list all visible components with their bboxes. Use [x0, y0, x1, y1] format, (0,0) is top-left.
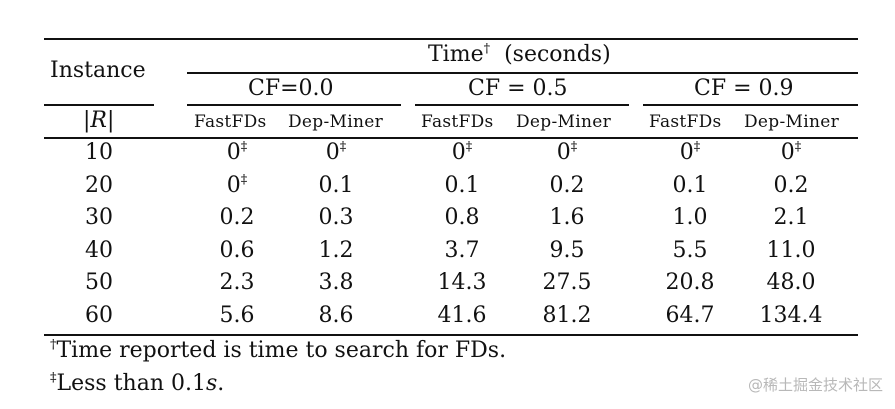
row-4-size: 50: [85, 270, 113, 296]
row-1-cell-1: 0.1: [318, 172, 354, 198]
algo-header-2: FastFDs: [421, 112, 494, 132]
algo-header-5: Dep-Miner: [744, 112, 839, 132]
row-2-size: 30: [85, 205, 113, 231]
time-underline: [187, 72, 858, 74]
row-2-cell-0: 0.2: [219, 205, 255, 231]
row-5-cell-2: 41.6: [437, 303, 487, 328]
cf-group-2: CF = 0.9: [694, 76, 794, 101]
row-3-size: 40: [85, 237, 113, 263]
cf-underline-2: [643, 104, 858, 106]
row-3-cell-2: 3.7: [444, 237, 480, 263]
top-rule: [44, 38, 858, 40]
instance-header: Instance: [50, 58, 146, 83]
row-1-cell-3: 0.2: [549, 172, 585, 198]
cf-group-0: CF=0.0: [248, 76, 334, 101]
row-3-cell-1: 1.2: [318, 237, 354, 263]
row-4-cell-1: 3.8: [318, 270, 354, 296]
cf-underline-1: [415, 104, 629, 106]
row-4-cell-5: 48.0: [766, 270, 816, 296]
row-0-cell-0: 0‡: [226, 139, 248, 165]
row-5-cell-3: 81.2: [542, 303, 592, 328]
time-header: Time† (seconds): [428, 41, 611, 67]
cf-underline-0: [187, 104, 401, 106]
algo-header-3: Dep-Miner: [516, 112, 611, 132]
row-0-cell-5: 0‡: [780, 139, 802, 165]
row-3-cell-4: 5.5: [672, 237, 708, 263]
row-5-cell-1: 8.6: [318, 303, 354, 328]
footnote-dagger: †Time reported is time to search for FDs…: [50, 337, 507, 363]
row-2-cell-2: 0.8: [444, 205, 480, 231]
row-5-size: 60: [85, 303, 113, 328]
row-1-cell-4: 0.1: [672, 172, 708, 198]
r-header: |R|: [83, 108, 115, 133]
algo-header-1: Dep-Miner: [288, 112, 383, 132]
instance-underline: [44, 104, 154, 106]
row-5-cell-4: 64.7: [665, 303, 715, 328]
row-4-cell-0: 2.3: [219, 270, 255, 296]
algo-header-0: FastFDs: [194, 112, 267, 132]
row-0-size: 10: [85, 140, 113, 165]
row-0-cell-3: 0‡: [556, 139, 578, 165]
row-1-cell-5: 0.2: [773, 172, 809, 198]
row-1-cell-2: 0.1: [444, 172, 480, 198]
row-0-cell-2: 0‡: [451, 139, 473, 165]
row-1-size: 20: [85, 172, 113, 198]
footnote-ddagger: ‡Less than 0.1s.: [50, 370, 225, 396]
row-3-cell-5: 11.0: [766, 237, 816, 263]
row-4-cell-4: 20.8: [665, 270, 715, 296]
cf-group-1: CF = 0.5: [468, 76, 568, 101]
bottom-rule: [44, 334, 858, 336]
row-1-cell-0: 0‡: [226, 172, 248, 198]
row-3-cell-0: 0.6: [219, 237, 255, 263]
row-0-cell-1: 0‡: [325, 139, 347, 165]
row-3-cell-3: 9.5: [549, 237, 585, 263]
header-bottom-rule: [44, 137, 858, 139]
row-2-cell-3: 1.6: [549, 205, 585, 231]
row-5-cell-5: 134.4: [759, 303, 823, 328]
algo-header-4: FastFDs: [649, 112, 722, 132]
row-4-cell-3: 27.5: [542, 270, 592, 296]
row-2-cell-4: 1.0: [672, 205, 708, 231]
watermark: @稀土掘金技术社区: [747, 376, 883, 394]
row-2-cell-5: 2.1: [773, 205, 809, 231]
row-0-cell-4: 0‡: [679, 139, 701, 165]
row-5-cell-0: 5.6: [219, 303, 255, 328]
row-2-cell-1: 0.3: [318, 205, 354, 231]
row-4-cell-2: 14.3: [437, 270, 487, 296]
